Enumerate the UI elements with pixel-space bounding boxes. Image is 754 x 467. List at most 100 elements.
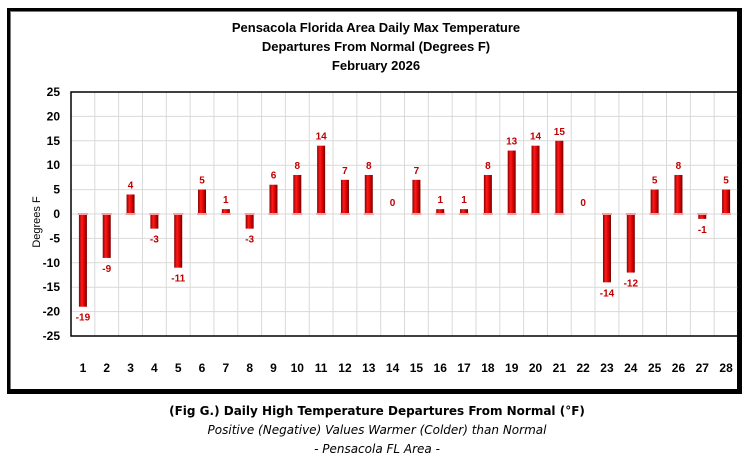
- bars: [77, 140, 732, 307]
- x-tick-label: 16: [434, 361, 448, 375]
- data-label: -1: [698, 225, 707, 236]
- bar: [198, 189, 207, 214]
- bar: [221, 209, 230, 214]
- bar: [78, 214, 87, 307]
- bar-cap: [530, 213, 541, 215]
- bar-cap: [649, 213, 660, 215]
- x-tick-label: 27: [696, 361, 710, 375]
- bar: [269, 184, 278, 214]
- y-tick-label: 25: [47, 85, 61, 99]
- bar: [460, 209, 469, 214]
- data-label: 8: [366, 161, 372, 172]
- bar-cap: [721, 213, 732, 215]
- y-tick-label: 15: [47, 134, 61, 148]
- x-tick-label: 9: [270, 361, 277, 375]
- plot-area-border: [70, 91, 739, 337]
- bar: [531, 145, 540, 214]
- bar-cap: [125, 213, 136, 215]
- bar: [698, 214, 707, 219]
- bar: [674, 174, 683, 214]
- y-ticks: 25 20 15 10 5 0 -5 -10 -15 -20 -25: [43, 85, 61, 343]
- x-tick-label: 18: [481, 361, 495, 375]
- bar: [626, 214, 635, 273]
- x-tick-label: 8: [246, 361, 253, 375]
- bar: [150, 214, 159, 229]
- bar: [340, 179, 349, 214]
- bar: [126, 194, 135, 214]
- y-tick-label: 0: [53, 207, 60, 221]
- x-ticks: 1 2 3 4 5 6 7 8 9 10 11 12 13 14 15 16 17 18 19 20 21 22 23 24 2…: [80, 361, 734, 375]
- data-label: 5: [199, 176, 205, 187]
- bar-cap: [554, 213, 565, 215]
- x-tick-label: 21: [553, 361, 567, 375]
- x-tick-label: 22: [576, 361, 590, 375]
- x-tick-label: 5: [175, 361, 182, 375]
- data-label: -14: [600, 288, 615, 299]
- data-label: 7: [414, 166, 420, 177]
- bar-cap: [506, 213, 517, 215]
- y-tick-label: -5: [49, 231, 60, 245]
- bar: [102, 214, 111, 258]
- caption-line-3: - Pensacola FL Area -: [314, 442, 440, 456]
- bar-cap: [435, 213, 446, 215]
- y-tick-label: -25: [43, 329, 61, 343]
- data-label: 14: [316, 132, 328, 143]
- gridlines: [71, 91, 738, 337]
- data-label: 1: [437, 195, 443, 206]
- caption-line-2: Positive (Negative) Values Warmer (Colde…: [207, 423, 547, 437]
- bar: [174, 214, 183, 268]
- y-axis-label: Degrees F: [31, 196, 43, 248]
- bar-cap: [197, 213, 208, 215]
- data-label: -3: [150, 235, 159, 246]
- x-tick-label: 20: [529, 361, 543, 375]
- x-tick-label: 15: [410, 361, 424, 375]
- bar-cap: [625, 213, 636, 215]
- bar-cap: [482, 213, 493, 215]
- bar: [650, 189, 659, 214]
- data-label: -11: [171, 274, 185, 285]
- x-tick-label: 19: [505, 361, 519, 375]
- chart-title-line-3: February 2026: [332, 58, 420, 73]
- data-label: 14: [530, 132, 542, 143]
- bar: [483, 174, 492, 214]
- x-tick-label: 26: [672, 361, 686, 375]
- data-label: 1: [223, 195, 229, 206]
- bar-cap: [601, 213, 612, 215]
- caption-line-1: (Fig G.) Daily High Temperature Departur…: [169, 404, 585, 418]
- data-label: -9: [102, 264, 111, 275]
- y-tick-label: 20: [47, 109, 61, 123]
- chart-title-line-2: Departures From Normal (Degrees F): [262, 39, 490, 54]
- x-tick-label: 2: [103, 361, 110, 375]
- data-label: 8: [676, 161, 682, 172]
- x-tick-label: 12: [338, 361, 352, 375]
- bar-cap: [101, 213, 112, 215]
- bar-cap: [316, 213, 327, 215]
- data-label: 15: [554, 127, 566, 138]
- bar: [436, 209, 445, 214]
- data-label: 0: [390, 198, 396, 209]
- y-tick-label: 5: [53, 183, 60, 197]
- x-tick-label: 11: [315, 361, 328, 375]
- bar: [293, 174, 302, 214]
- y-tick-label: -15: [43, 280, 61, 294]
- x-tick-label: 1: [80, 361, 87, 375]
- bar-cap: [292, 213, 303, 215]
- x-tick-label: 17: [457, 361, 471, 375]
- data-label: 5: [652, 176, 658, 187]
- bar-cap: [697, 213, 708, 215]
- bar: [412, 179, 421, 214]
- x-tick-label: 4: [151, 361, 158, 375]
- bar-cap: [173, 213, 184, 215]
- bar-cap: [411, 213, 422, 215]
- bar: [602, 214, 611, 283]
- figure-caption: (Fig G.) Daily High Temperature Departur…: [0, 402, 754, 459]
- bar-cap: [220, 213, 231, 215]
- data-label: 8: [485, 161, 491, 172]
- bar: [317, 145, 326, 214]
- bar-cap: [459, 213, 470, 215]
- bar-cap: [268, 213, 279, 215]
- y-tick-label: 10: [47, 158, 61, 172]
- bar-cap: [673, 213, 684, 215]
- x-tick-label: 6: [199, 361, 206, 375]
- bar: [555, 140, 564, 214]
